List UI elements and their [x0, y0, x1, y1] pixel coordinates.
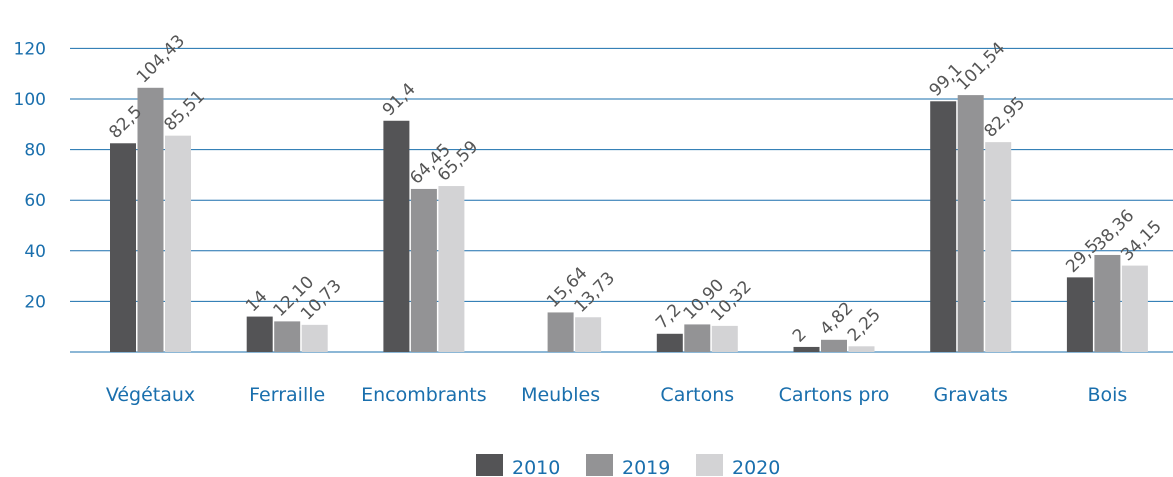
x-tick-label: Cartons [660, 384, 734, 406]
legend-swatch-2019 [586, 454, 613, 476]
bar-2019 [1094, 254, 1121, 352]
y-tick-label: 60 [24, 191, 46, 211]
bar-2019 [137, 87, 164, 352]
bar-2010 [1066, 277, 1093, 352]
bar-2019 [274, 321, 301, 352]
data-label: 91,4 [379, 79, 420, 120]
y-tick-label: 120 [14, 39, 46, 59]
x-tick-label: Gravats [933, 384, 1007, 406]
bar-2020 [575, 317, 602, 352]
x-axis-ticks: Végétaux Ferraille Encombrants Meubles Carto… [106, 384, 1127, 406]
bars [110, 87, 1148, 353]
data-label: 82,95 [981, 93, 1030, 142]
x-tick-label: Ferraille [249, 384, 325, 406]
bar-2010 [110, 143, 136, 352]
bar-2020 [711, 325, 738, 352]
data-label: 104,43 [133, 31, 189, 87]
bar-2020 [985, 142, 1012, 352]
x-tick-label: Cartons pro [779, 384, 890, 406]
legend: 2010 2019 2020 [476, 454, 780, 477]
x-tick-label: Encombrants [361, 384, 487, 406]
y-tick-label: 100 [14, 90, 46, 110]
data-label: 7,2 [652, 300, 685, 333]
bar-2010 [383, 120, 410, 353]
bar-2019 [547, 312, 574, 352]
bar-2010 [930, 101, 957, 352]
x-tick-label: Meubles [521, 384, 600, 406]
bar-2020 [301, 324, 328, 352]
x-tick-label: Végétaux [106, 384, 195, 406]
bar-2010 [793, 346, 820, 352]
y-tick-label: 40 [24, 242, 46, 262]
legend-label: 2019 [622, 457, 670, 477]
bar-2020 [165, 135, 191, 352]
bar-2019 [957, 95, 984, 353]
bar-2019 [410, 188, 437, 352]
legend-swatch-2010 [476, 454, 503, 476]
legend-swatch-2020 [696, 454, 723, 476]
data-label: 14 [242, 287, 271, 316]
x-tick-label: Bois [1087, 384, 1127, 406]
y-axis-ticks: 20 40 60 80 100 120 [14, 39, 46, 312]
legend-label: 2020 [732, 457, 780, 477]
bar-2020 [1121, 265, 1148, 352]
bar-2019 [821, 339, 847, 352]
bar-2020 [438, 186, 465, 352]
bar-2019 [684, 324, 711, 352]
data-label: 101,54 [953, 38, 1009, 94]
legend-label: 2010 [512, 457, 560, 477]
y-tick-label: 80 [24, 141, 46, 161]
bar-2010 [656, 333, 683, 352]
data-label: 85,51 [160, 87, 209, 136]
bar-2010 [246, 316, 273, 352]
y-tick-label: 20 [24, 292, 46, 312]
bar-2020 [848, 346, 875, 352]
data-label: 2 [789, 325, 811, 347]
